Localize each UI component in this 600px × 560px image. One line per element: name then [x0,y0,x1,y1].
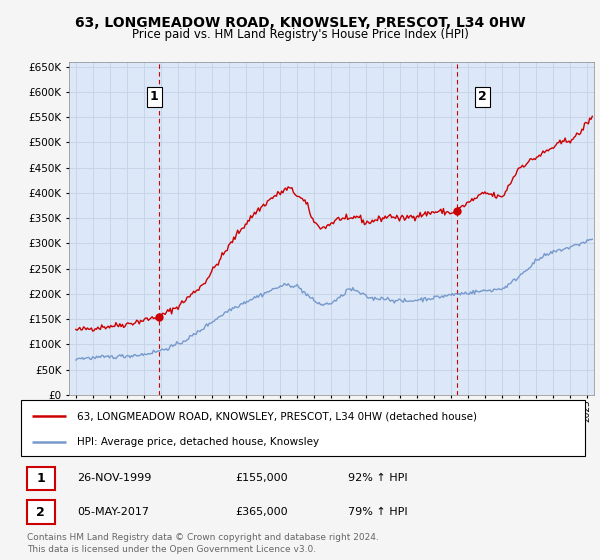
Text: 63, LONGMEADOW ROAD, KNOWSLEY, PRESCOT, L34 0HW (detached house): 63, LONGMEADOW ROAD, KNOWSLEY, PRESCOT, … [77,411,478,421]
Text: 79% ↑ HPI: 79% ↑ HPI [348,507,408,517]
Text: Price paid vs. HM Land Registry's House Price Index (HPI): Price paid vs. HM Land Registry's House … [131,28,469,41]
Text: HPI: Average price, detached house, Knowsley: HPI: Average price, detached house, Know… [77,437,320,447]
Text: 05-MAY-2017: 05-MAY-2017 [77,507,149,517]
FancyBboxPatch shape [26,500,55,524]
Text: 1: 1 [37,472,45,485]
Text: £155,000: £155,000 [235,473,288,483]
FancyBboxPatch shape [26,466,55,490]
Text: 2: 2 [37,506,45,519]
Text: £365,000: £365,000 [235,507,288,517]
Text: 1: 1 [150,90,158,104]
Text: 92% ↑ HPI: 92% ↑ HPI [348,473,408,483]
Text: 63, LONGMEADOW ROAD, KNOWSLEY, PRESCOT, L34 0HW: 63, LONGMEADOW ROAD, KNOWSLEY, PRESCOT, … [74,16,526,30]
Text: Contains HM Land Registry data © Crown copyright and database right 2024.
This d: Contains HM Land Registry data © Crown c… [26,533,379,554]
Text: 2: 2 [478,90,487,104]
Text: 26-NOV-1999: 26-NOV-1999 [77,473,152,483]
